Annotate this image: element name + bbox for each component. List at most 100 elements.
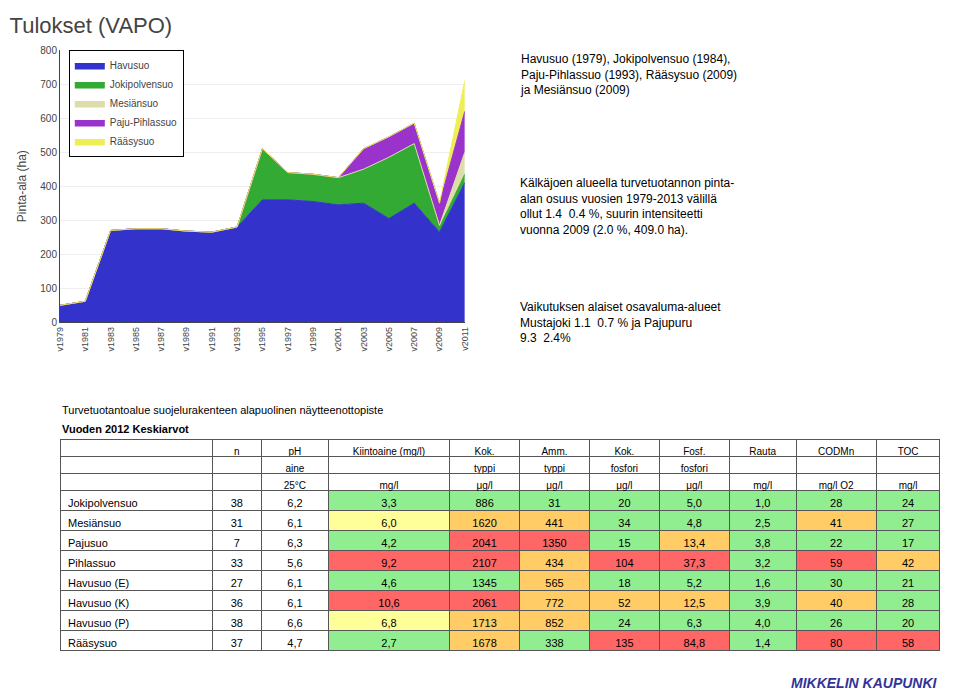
svg-text:typpi: typpi xyxy=(544,463,565,474)
svg-text:Vuoden 2012 Keskiarvot: Vuoden 2012 Keskiarvot xyxy=(62,423,189,435)
svg-text:Vaikutuksen alaiset osavaluma-: Vaikutuksen alaiset osavaluma-alueetMust… xyxy=(520,300,721,345)
svg-text:7: 7 xyxy=(234,537,240,549)
svg-text:Turvetuotantoalue suojeluraken: Turvetuotantoalue suojelurakenteen alapu… xyxy=(62,404,383,416)
svg-text:Kiintoaine (mg/l): Kiintoaine (mg/l) xyxy=(353,446,425,457)
svg-text:441: 441 xyxy=(545,517,563,529)
svg-text:40: 40 xyxy=(830,597,842,609)
svg-text:6,3: 6,3 xyxy=(687,617,702,629)
svg-text:Mesiänsuo: Mesiänsuo xyxy=(110,98,159,109)
svg-text:12,5: 12,5 xyxy=(684,597,705,609)
svg-text:21: 21 xyxy=(902,577,914,589)
svg-text:2,7: 2,7 xyxy=(381,637,396,649)
svg-text:6,3: 6,3 xyxy=(287,537,302,549)
svg-text:59: 59 xyxy=(830,557,842,569)
svg-text:0: 0 xyxy=(51,317,57,328)
svg-text:v1979: v1979 xyxy=(55,327,65,352)
svg-text:n: n xyxy=(234,446,240,457)
svg-text:Rauta: Rauta xyxy=(749,446,776,457)
svg-text:Havusuo (P): Havusuo (P) xyxy=(68,617,129,629)
svg-text:v1987: v1987 xyxy=(156,327,166,352)
svg-text:typpi: typpi xyxy=(474,463,495,474)
svg-text:6,2: 6,2 xyxy=(287,497,302,509)
svg-text:4,7: 4,7 xyxy=(287,637,302,649)
svg-text:mg/l: mg/l xyxy=(380,480,399,491)
svg-text:Havusuo (K): Havusuo (K) xyxy=(68,597,129,609)
svg-text:Jokipolvensuo: Jokipolvensuo xyxy=(68,497,138,509)
svg-text:Amm.: Amm. xyxy=(541,446,567,457)
svg-text:1350: 1350 xyxy=(542,537,566,549)
svg-text:15: 15 xyxy=(618,537,630,549)
svg-text:9,2: 9,2 xyxy=(381,557,396,569)
svg-text:1345: 1345 xyxy=(472,577,496,589)
svg-text:42: 42 xyxy=(902,557,914,569)
svg-text:10,6: 10,6 xyxy=(378,597,399,609)
svg-text:v1995: v1995 xyxy=(257,327,267,352)
svg-text:Fosf.: Fosf. xyxy=(683,446,705,457)
svg-text:2061: 2061 xyxy=(472,597,496,609)
svg-text:20: 20 xyxy=(618,497,630,509)
svg-text:Pinta-ala (ha): Pinta-ala (ha) xyxy=(15,150,29,222)
svg-text:2107: 2107 xyxy=(472,557,496,569)
svg-text:v1991: v1991 xyxy=(207,327,217,352)
svg-text:31: 31 xyxy=(231,517,243,529)
svg-text:27: 27 xyxy=(231,577,243,589)
svg-text:30: 30 xyxy=(830,577,842,589)
svg-text:772: 772 xyxy=(545,597,563,609)
svg-text:5,0: 5,0 xyxy=(687,497,702,509)
svg-text:v2005: v2005 xyxy=(384,327,394,352)
svg-text:pH: pH xyxy=(289,446,302,457)
svg-text:Paju-Pihlassuo: Paju-Pihlassuo xyxy=(110,117,177,128)
svg-text:500: 500 xyxy=(40,147,57,158)
svg-text:Havusuo (E): Havusuo (E) xyxy=(68,577,129,589)
svg-text:6,8: 6,8 xyxy=(381,617,396,629)
svg-text:25°C: 25°C xyxy=(284,480,306,491)
svg-text:5,2: 5,2 xyxy=(687,577,702,589)
svg-text:4,8: 4,8 xyxy=(687,517,702,529)
svg-text:41: 41 xyxy=(830,517,842,529)
svg-text:52: 52 xyxy=(618,597,630,609)
svg-text:2041: 2041 xyxy=(472,537,496,549)
svg-text:Havusuo (1979), Jokipolvensuo: Havusuo (1979), Jokipolvensuo (1984),Paj… xyxy=(520,52,737,97)
svg-text:84,8: 84,8 xyxy=(684,637,705,649)
svg-text:24: 24 xyxy=(618,617,630,629)
svg-text:36: 36 xyxy=(231,597,243,609)
svg-text:1620: 1620 xyxy=(472,517,496,529)
svg-text:6,1: 6,1 xyxy=(287,597,302,609)
svg-text:2,5: 2,5 xyxy=(755,517,770,529)
svg-text:v2001: v2001 xyxy=(333,327,343,352)
svg-text:5,6: 5,6 xyxy=(287,557,302,569)
svg-text:852: 852 xyxy=(545,617,563,629)
svg-text:37,3: 37,3 xyxy=(684,557,705,569)
svg-text:18: 18 xyxy=(618,577,630,589)
svg-text:mg/l: mg/l xyxy=(753,480,772,491)
svg-text:fosfori: fosfori xyxy=(681,463,708,474)
svg-text:1713: 1713 xyxy=(472,617,496,629)
svg-text:565: 565 xyxy=(545,577,563,589)
svg-text:4,6: 4,6 xyxy=(381,577,396,589)
svg-text:300: 300 xyxy=(40,215,57,226)
svg-text:6,1: 6,1 xyxy=(287,577,302,589)
svg-text:v1997: v1997 xyxy=(283,327,293,352)
svg-text:μg/l: μg/l xyxy=(546,480,562,491)
svg-text:338: 338 xyxy=(545,637,563,649)
svg-text:200: 200 xyxy=(40,249,57,260)
svg-text:20: 20 xyxy=(902,617,914,629)
svg-text:Kok.: Kok. xyxy=(475,446,495,457)
svg-text:600: 600 xyxy=(40,113,57,124)
svg-text:6,1: 6,1 xyxy=(287,517,302,529)
svg-text:3,2: 3,2 xyxy=(755,557,770,569)
svg-text:3,3: 3,3 xyxy=(381,497,396,509)
svg-text:mg/l: mg/l xyxy=(899,480,918,491)
svg-text:Rääsysuo: Rääsysuo xyxy=(68,637,117,649)
svg-text:Kok.: Kok. xyxy=(614,446,634,457)
svg-text:v2007: v2007 xyxy=(409,327,419,352)
svg-text:Kälkäjoen alueella turvetuotan: Kälkäjoen alueella turvetuotannon pinta-… xyxy=(520,176,734,237)
svg-text:v1985: v1985 xyxy=(131,327,141,352)
svg-text:v2011: v2011 xyxy=(460,327,470,351)
svg-text:4,2: 4,2 xyxy=(381,537,396,549)
svg-text:27: 27 xyxy=(902,517,914,529)
svg-text:TOC: TOC xyxy=(898,446,919,457)
svg-text:31: 31 xyxy=(548,497,560,509)
svg-text:3,8: 3,8 xyxy=(755,537,770,549)
svg-text:100: 100 xyxy=(40,283,57,294)
